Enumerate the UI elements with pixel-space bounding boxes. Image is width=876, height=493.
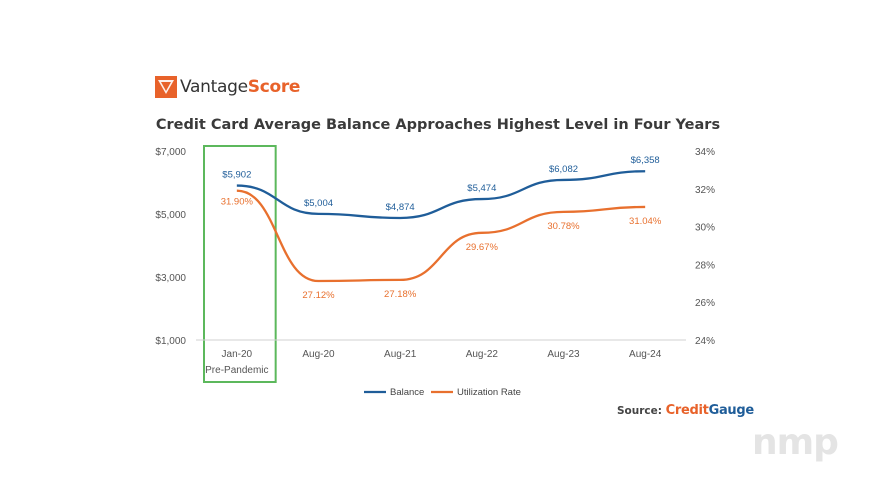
data-label-utilization: 31.90% [221, 197, 254, 208]
series-line-utilization [236, 189, 646, 283]
creditgauge-brand: CreditGauge [665, 403, 755, 418]
x-tick-sublabel: Pre-Pandemic [205, 365, 268, 376]
legend-label-balance: Balance [390, 387, 424, 398]
data-label-balance: $5,474 [467, 183, 496, 194]
data-label-utilization: 27.18% [384, 289, 417, 300]
x-tick-label: Aug-22 [466, 349, 499, 360]
right-tick-label: 28% [695, 260, 715, 271]
vantagescore-logo: VantageScore [155, 76, 300, 98]
left-tick-label: $5,000 [155, 210, 186, 221]
highlight-box [203, 145, 277, 383]
right-tick-label: 30% [695, 223, 715, 234]
series-line-balance [236, 170, 646, 220]
right-tick-label: 26% [695, 298, 715, 309]
x-tick-label: Aug-23 [547, 349, 580, 360]
watermark-logo: nmp [752, 422, 839, 463]
data-label-utilization: 30.78% [547, 221, 580, 232]
x-tick-label: Aug-20 [302, 349, 335, 360]
data-label-balance: $4,874 [386, 202, 415, 213]
data-label-utilization: 31.04% [629, 216, 662, 227]
x-tick-label: Aug-24 [629, 349, 662, 360]
data-label-balance: $5,902 [222, 170, 251, 181]
left-tick-label: $7,000 [155, 147, 186, 158]
x-tick-label: Jan-20 [222, 349, 253, 360]
left-tick-label: $3,000 [155, 273, 186, 284]
right-tick-label: 34% [695, 147, 715, 158]
right-tick-label: 24% [695, 336, 715, 347]
logo-text: VantageScore [180, 77, 301, 97]
source-credit: Source: CreditGauge [617, 403, 754, 418]
left-tick-label: $1,000 [155, 336, 186, 347]
data-label-utilization: 27.12% [302, 290, 335, 301]
x-tick-label: Aug-21 [384, 349, 417, 360]
data-label-utilization: 29.67% [466, 242, 499, 253]
data-label-balance: $6,358 [631, 155, 660, 166]
legend-label-utilization: Utilization Rate [457, 387, 521, 398]
chart-title: Credit Card Average Balance Approaches H… [155, 117, 721, 133]
data-label-balance: $6,082 [549, 164, 578, 175]
data-label-balance: $5,004 [304, 198, 333, 209]
logo-mark-icon [155, 76, 177, 98]
right-tick-label: 32% [695, 185, 715, 196]
